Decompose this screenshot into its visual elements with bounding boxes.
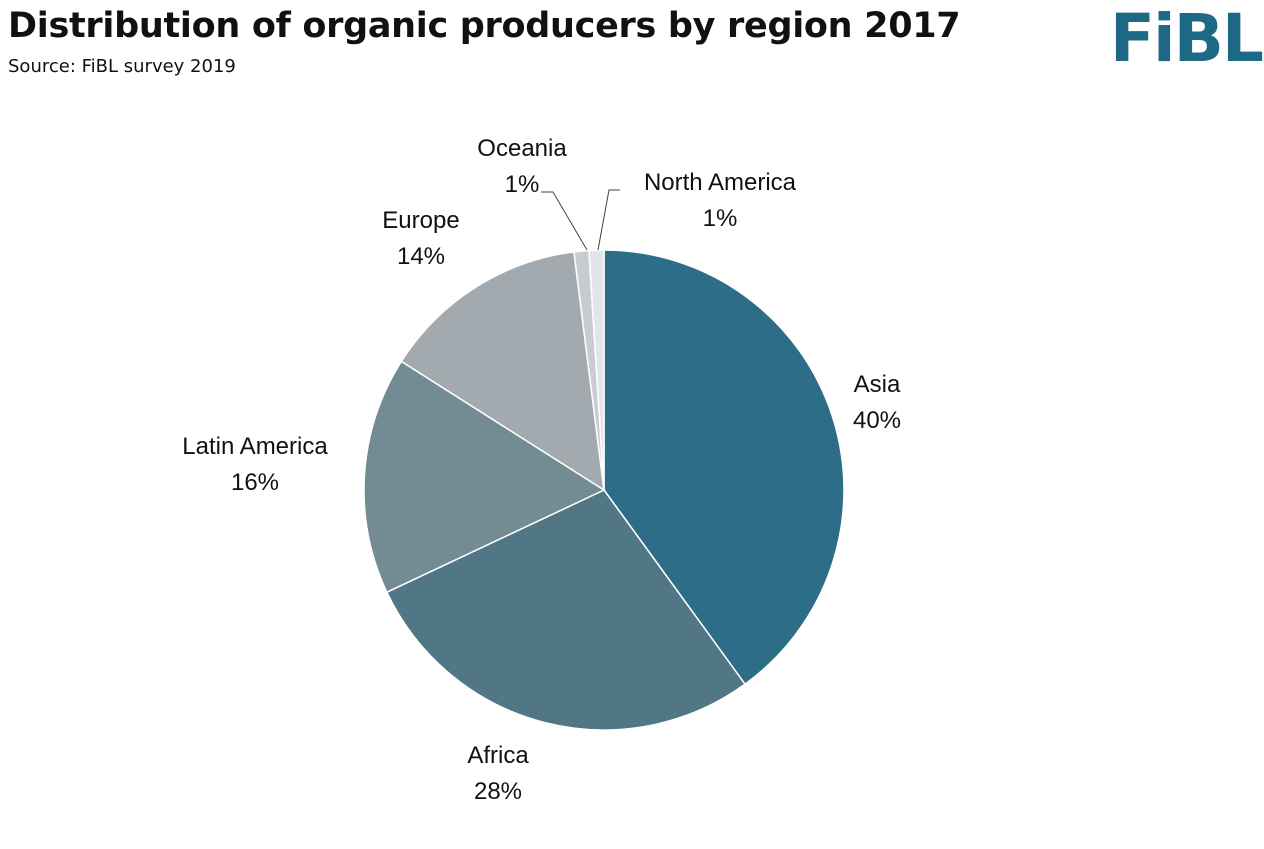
pie-slices bbox=[363, 249, 845, 731]
slice-percent-europe: 14% bbox=[397, 243, 445, 270]
leader-line-north-america bbox=[597, 189, 620, 251]
slice-labels: Asia 40% Africa 28% Latin America 16% Europe 14… bbox=[182, 135, 901, 805]
slice-label-north-america: North America bbox=[644, 169, 797, 196]
slice-label-oceania: Oceania bbox=[477, 135, 567, 162]
chart-title: Distribution of organic producers by reg… bbox=[8, 6, 961, 46]
chart-subtitle: Source: FiBL survey 2019 bbox=[8, 56, 236, 77]
leader-line-oceania bbox=[541, 191, 588, 251]
slice-percent-asia: 40% bbox=[853, 407, 901, 434]
slice-label-latin-america: Latin America bbox=[182, 433, 328, 460]
slice-percent-latin-america: 16% bbox=[231, 469, 279, 496]
pie-rim bbox=[363, 249, 845, 731]
slice-label-asia: Asia bbox=[854, 371, 901, 398]
fibl-logo: FiBL bbox=[1109, 0, 1264, 77]
slice-percent-north-america: 1% bbox=[703, 205, 738, 232]
slice-percent-africa: 28% bbox=[474, 778, 522, 805]
slice-label-europe: Europe bbox=[382, 207, 459, 234]
leader-lines bbox=[541, 189, 620, 251]
slice-percent-oceania: 1% bbox=[505, 171, 540, 198]
slice-label-africa: Africa bbox=[467, 742, 529, 769]
